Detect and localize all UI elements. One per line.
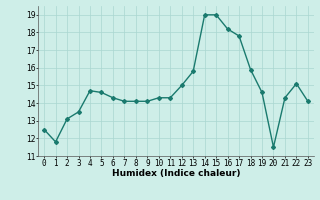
X-axis label: Humidex (Indice chaleur): Humidex (Indice chaleur) [112,169,240,178]
